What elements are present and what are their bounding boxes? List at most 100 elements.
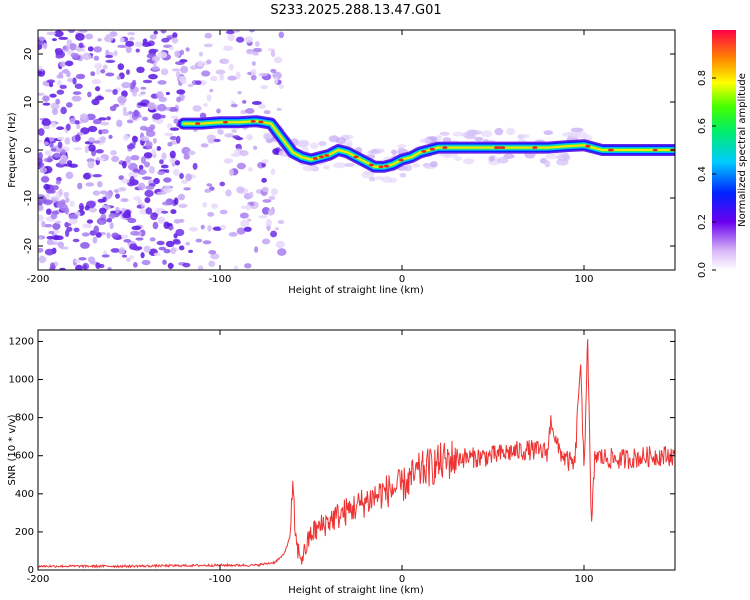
noise-blob <box>210 75 218 82</box>
noise-blob <box>88 137 95 143</box>
spectrogram-x-tick-label: 0 <box>399 274 405 285</box>
noise-blob <box>68 30 75 33</box>
noise-blob <box>252 145 258 150</box>
noise-blob <box>125 155 132 164</box>
noise-blob <box>51 185 59 191</box>
noise-blob <box>49 142 54 148</box>
noise-blob <box>58 188 63 197</box>
noise-blob <box>142 79 153 84</box>
noise-blob <box>85 182 95 187</box>
noise-blob <box>38 204 44 211</box>
snr-series-line <box>38 339 675 569</box>
noise-blob <box>167 142 173 147</box>
noise-blob <box>195 238 203 243</box>
noise-blob <box>60 106 67 115</box>
noise-blob <box>73 227 80 233</box>
noise-blob <box>121 160 127 169</box>
halo-blob <box>397 144 407 149</box>
noise-blob <box>278 31 285 39</box>
noise-blob <box>112 88 118 96</box>
noise-blob <box>141 176 152 180</box>
noise-blob <box>153 30 158 35</box>
snr-y-tick-label: 800 <box>15 413 34 424</box>
noise-blob <box>157 103 167 112</box>
noise-blob <box>178 245 185 251</box>
colorbar-tick-label: 0.4 <box>697 166 708 182</box>
noise-blob <box>120 207 127 212</box>
noise-blob <box>102 64 108 70</box>
noise-blob <box>257 103 266 109</box>
noise-blob <box>228 232 238 237</box>
noise-blob <box>82 223 93 229</box>
noise-blob <box>101 254 110 258</box>
noise-blob <box>156 191 167 196</box>
noise-blob <box>56 126 65 131</box>
snr-y-tick-label: 0 <box>28 565 34 576</box>
halo-blob <box>263 133 272 140</box>
noise-blob <box>172 32 178 39</box>
noise-blob <box>53 153 61 158</box>
noise-blob <box>204 188 212 193</box>
noise-blob <box>188 249 194 253</box>
noise-blob <box>258 215 268 219</box>
noise-blob <box>185 173 192 182</box>
noise-blob <box>87 125 98 133</box>
noise-blob <box>99 121 110 126</box>
noise-blob <box>127 162 138 171</box>
noise-blob <box>71 95 82 102</box>
noise-blob <box>55 54 63 59</box>
noise-blob <box>59 267 66 270</box>
noise-blob <box>115 206 120 214</box>
noise-blob <box>56 200 64 209</box>
noise-blob <box>87 144 96 152</box>
noise-blob <box>79 113 88 120</box>
noise-blob <box>38 157 43 164</box>
halo-blob <box>453 156 463 161</box>
noise-blob <box>145 141 153 149</box>
noise-blob <box>169 127 180 131</box>
noise-blob <box>133 262 138 268</box>
noise-blob <box>117 95 127 104</box>
noise-blob <box>57 241 64 248</box>
noise-blob <box>277 248 287 256</box>
noise-blob <box>161 210 169 214</box>
noise-blob <box>245 204 251 211</box>
noise-blob <box>227 75 237 81</box>
noise-blob <box>116 119 123 128</box>
spectrogram-x-tick-label: -200 <box>27 274 50 285</box>
noise-blob <box>132 90 137 97</box>
noise-blob <box>270 188 278 196</box>
noise-blob <box>61 69 69 74</box>
ridge-peak <box>429 147 435 151</box>
noise-blob <box>125 46 132 54</box>
noise-blob <box>171 68 181 72</box>
noise-blob <box>185 47 190 52</box>
noise-blob <box>70 52 80 58</box>
noise-blob <box>43 125 51 130</box>
noise-blob <box>149 34 157 40</box>
noise-blob <box>202 202 208 208</box>
noise-blob <box>127 32 136 36</box>
noise-blob <box>110 248 120 253</box>
noise-blob <box>235 36 245 43</box>
noise-blob <box>261 186 269 193</box>
noise-blob <box>105 54 114 59</box>
noise-blob <box>84 205 90 211</box>
noise-blob <box>149 237 156 242</box>
noise-blob <box>53 30 64 38</box>
noise-blob <box>204 32 212 39</box>
noise-blob <box>46 239 54 246</box>
noise-blob <box>219 73 225 81</box>
noise-blob <box>237 91 242 95</box>
noise-blob <box>148 73 158 80</box>
noise-blob <box>198 51 204 57</box>
noise-blob <box>44 223 53 228</box>
noise-blob <box>95 157 106 161</box>
noise-blob <box>45 193 50 200</box>
noise-blob <box>94 191 100 196</box>
noise-blob <box>169 46 174 51</box>
noise-blob <box>165 91 171 96</box>
colorbar-tick-label: 0.2 <box>697 214 708 230</box>
noise-blob <box>197 60 204 68</box>
noise-blob <box>109 31 118 37</box>
